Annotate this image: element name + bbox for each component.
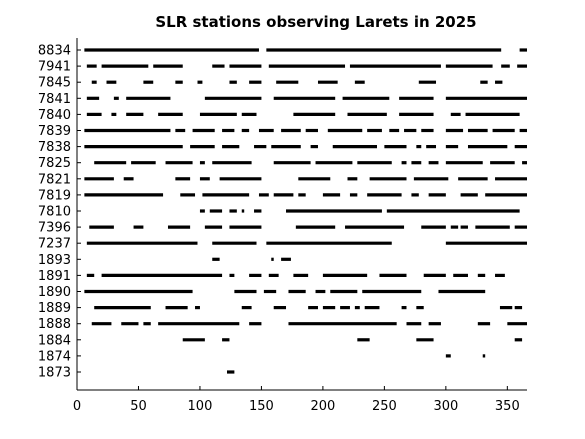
x-tick-label: 50 [130,399,147,414]
station-label: 1889 [38,301,71,316]
station-label: 7810 [38,205,71,220]
x-tick-label: 350 [495,399,520,414]
station-label: 1888 [38,317,71,332]
station-label: 1874 [38,349,71,364]
station-label: 7237 [38,237,71,252]
station-label: 1891 [38,269,71,284]
station-label: 7821 [38,172,71,187]
x-tick-label: 0 [73,399,81,414]
station-label: 1873 [38,366,71,381]
station-label: 7941 [38,60,71,75]
station-label: 1890 [38,285,71,300]
chart-title: SLR stations observing Larets in 2025 [155,13,476,31]
station-label: 7825 [38,156,71,171]
x-tick-label: 100 [188,399,213,414]
plot-area: 0 50 100 150 200 250 300 350 8834794178457841784… [38,38,527,414]
station-label: 7839 [38,124,71,139]
x-tick-label: 300 [433,399,458,414]
station-label: 7396 [38,221,71,236]
station-label: 8834 [38,44,71,59]
x-tick-label: 150 [249,399,274,414]
x-tick-label: 250 [372,399,397,414]
station-label: 1893 [38,253,71,268]
station-label: 7845 [38,76,71,91]
station-label: 7819 [38,188,71,203]
station-label: 7838 [38,140,71,155]
station-label: 1884 [38,333,71,348]
station-label: 7840 [38,108,71,123]
x-tick-label: 200 [310,399,335,414]
station-label: 7841 [38,92,71,107]
